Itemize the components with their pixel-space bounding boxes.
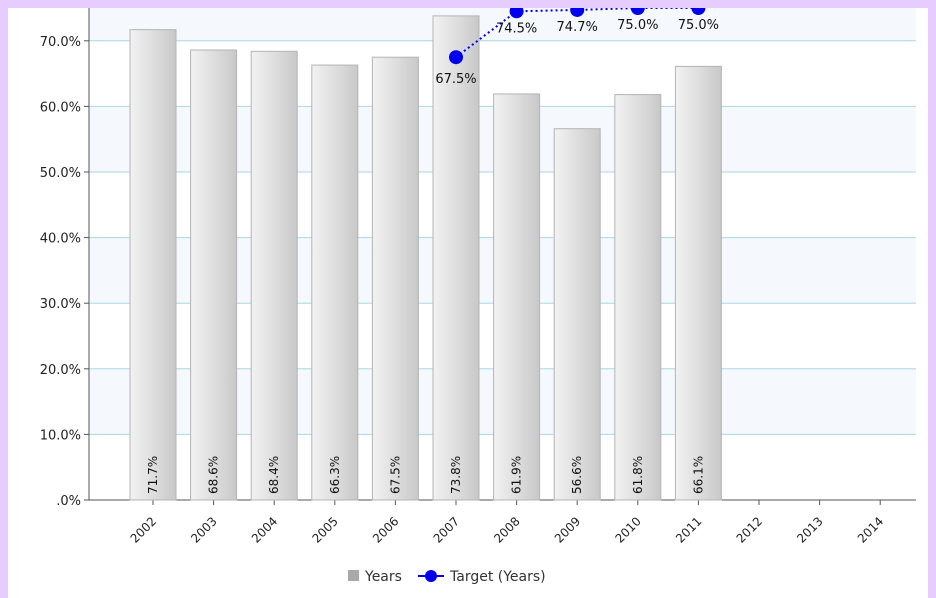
legend-label-years: Years [364,569,402,585]
x-tick-label: 2014 [855,514,886,545]
target-value-label: 74.7% [557,20,598,35]
bar [614,94,662,501]
bar-value-label: 68.6% [207,456,221,494]
y-tick-label: .0% [56,494,81,509]
bar-value-label: 61.8% [631,456,645,494]
x-tick-label: 2004 [249,514,280,545]
bar-value-label: 71.7% [146,456,160,494]
bar-value-label: 73.8% [449,456,463,494]
bar [190,49,238,501]
target-point [509,8,524,19]
x-tick-label: 2005 [309,514,340,545]
x-tick-label: 2011 [673,514,704,545]
x-tick-label: 2013 [794,514,825,545]
legend-marker-target [425,570,437,582]
x-tick-label: 2007 [431,514,462,545]
x-tick-label: 2006 [370,514,401,545]
bar [553,128,601,501]
bar [129,29,177,501]
target-value-label: 74.5% [496,21,537,36]
x-tick-label: 2012 [734,514,765,545]
y-tick-label: 40.0% [40,232,81,247]
y-tick-label: 10.0% [40,428,81,443]
target-point [691,8,706,15]
target-value-label: 75.0% [678,18,719,33]
bar-value-label: 66.1% [691,456,705,494]
target-point [630,8,645,15]
bar [250,50,298,501]
x-tick-label: 2010 [612,514,643,545]
x-tick-label: 2009 [552,514,583,545]
bar [674,65,722,501]
bar-line-chart: .0% 10.0% 20.0% 30.0% 40.0% 50.0% 60.0% 70.0% 20… [40,8,916,585]
legend-label-target: Target (Years) [449,569,546,585]
target-point [570,8,585,17]
legend-swatch-years [348,570,359,581]
bar-value-label: 61.9% [510,456,524,494]
y-tick-label: 50.0% [40,166,81,181]
legend: Years Target (Years) [348,569,546,585]
bar-value-label: 56.6% [570,456,584,494]
bar [371,56,419,501]
bar [311,64,359,501]
y-tick-label: 30.0% [40,297,81,312]
y-tick-label: 70.0% [40,35,81,50]
y-tick-label: 20.0% [40,363,81,378]
target-value-label: 75.0% [617,18,658,33]
x-tick-label: 2003 [188,514,219,545]
bar-value-label: 68.4% [267,456,281,494]
bar [493,93,541,501]
bar [432,15,480,501]
x-tick-label: 2002 [128,514,159,545]
bar-value-label: 66.3% [328,456,342,494]
chart-panel: .0% 10.0% 20.0% 30.0% 40.0% 50.0% 60.0% 70.0% 20… [8,8,928,598]
target-point [449,50,463,65]
target-value-label: 67.5% [435,72,476,87]
background-band [89,8,916,41]
bar-value-label: 67.5% [388,456,402,494]
y-tick-label: 60.0% [40,100,81,115]
x-tick-label: 2008 [491,514,522,545]
